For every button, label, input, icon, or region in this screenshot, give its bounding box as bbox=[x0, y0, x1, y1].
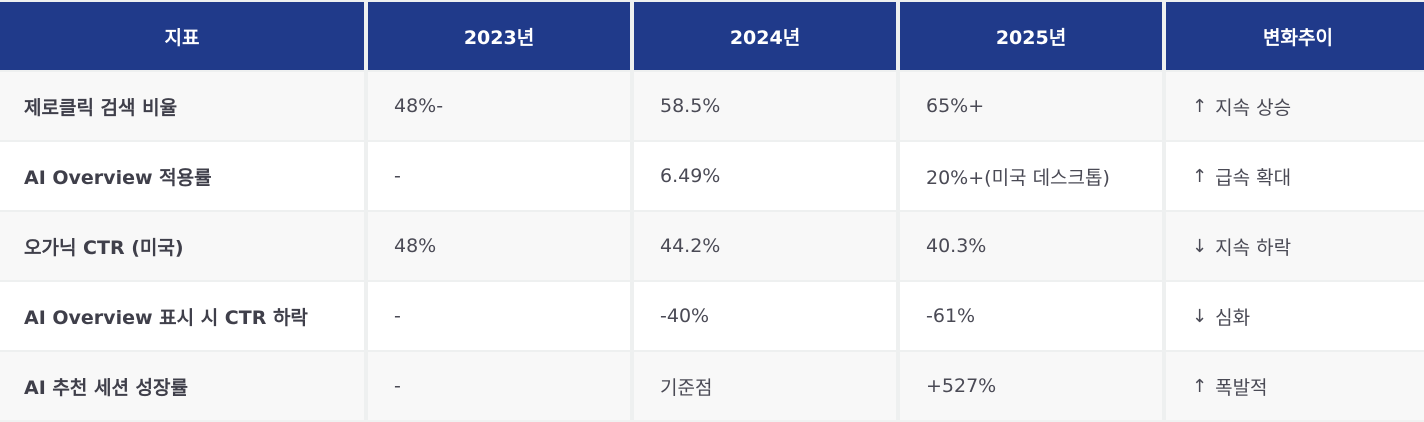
header-2023: 2023년 bbox=[368, 2, 630, 70]
table-cell-2024: -40% bbox=[634, 282, 896, 350]
table-cell-2023: - bbox=[368, 352, 630, 420]
trend-label: 급속 확대 bbox=[1215, 166, 1292, 189]
arrow-down-icon: ↓ bbox=[1192, 235, 1208, 257]
table-row-metric: AI 추천 세션 성장률 bbox=[0, 352, 364, 420]
header-metric: 지표 bbox=[0, 2, 364, 70]
arrow-up-icon: ↑ bbox=[1192, 95, 1208, 117]
table-cell-trend: ↑ 급속 확대 bbox=[1166, 142, 1424, 210]
header-2025: 2025년 bbox=[900, 2, 1162, 70]
arrow-up-icon: ↑ bbox=[1192, 165, 1208, 187]
table-cell-2023: - bbox=[368, 142, 630, 210]
table-cell-2023: 48%- bbox=[368, 72, 630, 140]
trend-label: 심화 bbox=[1215, 306, 1251, 329]
table-row-metric: 오가닉 CTR (미국) bbox=[0, 212, 364, 280]
table-cell-2025: +527% bbox=[900, 352, 1162, 420]
trend-label: 지속 하락 bbox=[1215, 236, 1292, 259]
header-trend: 변화추이 bbox=[1166, 2, 1424, 70]
table-cell-2025: 65%+ bbox=[900, 72, 1162, 140]
table-cell-2023: - bbox=[368, 282, 630, 350]
table-cell-2024: 58.5% bbox=[634, 72, 896, 140]
table-cell-2024: 44.2% bbox=[634, 212, 896, 280]
table-cell-2023: 48% bbox=[368, 212, 630, 280]
trend-label: 폭발적 bbox=[1215, 376, 1268, 399]
header-2024: 2024년 bbox=[634, 2, 896, 70]
table-cell-trend: ↓ 심화 bbox=[1166, 282, 1424, 350]
table-cell-trend: ↑ 지속 상승 bbox=[1166, 72, 1424, 140]
trend-label: 지속 상승 bbox=[1215, 96, 1292, 119]
table-cell-trend: ↓ 지속 하락 bbox=[1166, 212, 1424, 280]
arrow-up-icon: ↑ bbox=[1192, 375, 1208, 397]
table-cell-2025: 20%+(미국 데스크톱) bbox=[900, 142, 1162, 210]
table-row-metric: 제로클릭 검색 비율 bbox=[0, 72, 364, 140]
table-cell-2024: 6.49% bbox=[634, 142, 896, 210]
table-row-metric: AI Overview 표시 시 CTR 하락 bbox=[0, 282, 364, 350]
table-cell-2024: 기준점 bbox=[634, 352, 896, 420]
table-cell-trend: ↑ 폭발적 bbox=[1166, 352, 1424, 420]
table-cell-2025: -61% bbox=[900, 282, 1162, 350]
table-row-metric: AI Overview 적용률 bbox=[0, 142, 364, 210]
arrow-down-icon: ↓ bbox=[1192, 305, 1208, 327]
table-cell-2025: 40.3% bbox=[900, 212, 1162, 280]
